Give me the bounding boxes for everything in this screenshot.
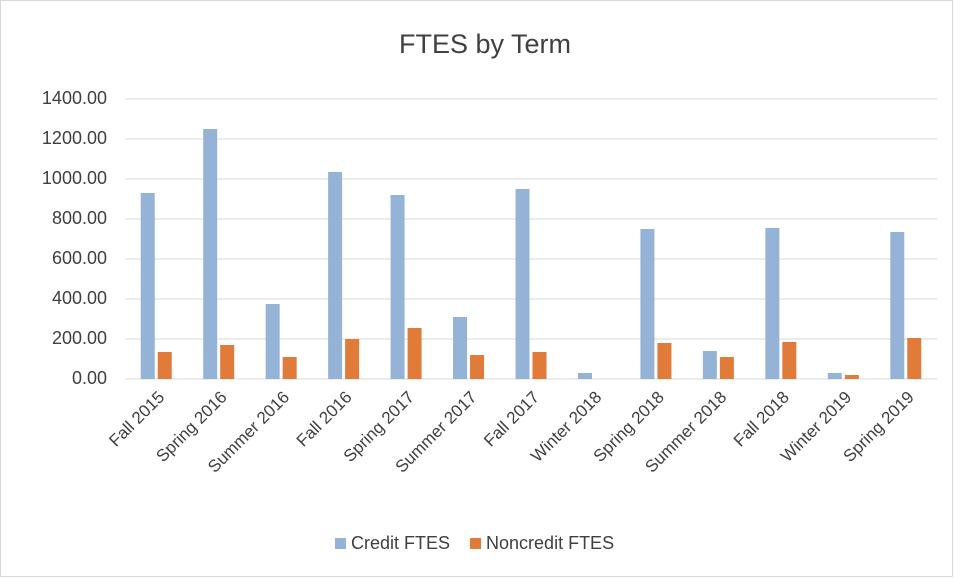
bar <box>282 357 297 379</box>
bar <box>907 338 922 379</box>
bar <box>407 328 422 379</box>
bar <box>453 317 468 379</box>
bar <box>657 343 672 379</box>
bar <box>782 342 797 379</box>
bar <box>470 355 485 379</box>
bar <box>328 172 343 379</box>
legend-swatch <box>335 538 346 549</box>
y-tick-label: 400.00 <box>52 288 107 308</box>
y-tick-label: 1000.00 <box>42 168 107 188</box>
y-tick-label: 200.00 <box>52 328 107 348</box>
bar <box>220 345 235 379</box>
bar <box>702 351 717 379</box>
legend-label: Credit FTES <box>351 533 450 553</box>
bar <box>844 375 859 379</box>
bar <box>577 373 592 379</box>
y-tick-label: 600.00 <box>52 248 107 268</box>
bar <box>890 232 905 379</box>
bar <box>345 339 360 379</box>
bar <box>265 304 280 379</box>
bar <box>203 129 218 379</box>
chart-title: FTES by Term <box>399 29 571 59</box>
bar <box>140 193 155 379</box>
y-tick-label: 1400.00 <box>42 88 107 108</box>
y-tick-label: 800.00 <box>52 208 107 228</box>
bar <box>515 189 530 379</box>
y-tick-label: 1200.00 <box>42 128 107 148</box>
bar <box>532 352 547 379</box>
legend-swatch <box>470 538 482 549</box>
legend-label: Noncredit FTES <box>486 533 614 553</box>
bar <box>765 228 780 379</box>
bar <box>827 373 842 379</box>
bar <box>390 195 405 379</box>
bar <box>719 357 734 379</box>
bar <box>640 229 655 379</box>
bar <box>157 352 172 379</box>
y-tick-label: 0.00 <box>72 368 107 388</box>
